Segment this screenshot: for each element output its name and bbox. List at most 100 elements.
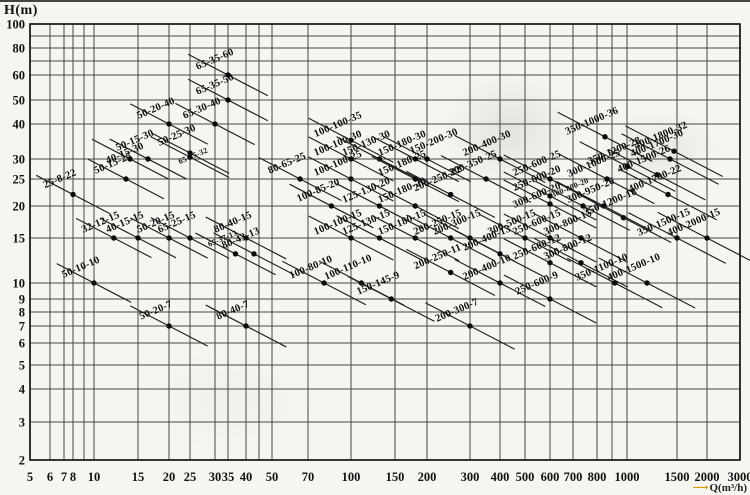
y-tick-label: 9 bbox=[19, 293, 25, 307]
pump-dot bbox=[376, 235, 383, 241]
x-tick-label: 25 bbox=[184, 470, 197, 484]
pump-dot bbox=[243, 235, 249, 241]
pump-dot bbox=[297, 176, 303, 182]
pump-label: 100-85-20 bbox=[295, 177, 341, 205]
plot-border bbox=[29, 23, 741, 461]
y-tick-label: 8 bbox=[19, 306, 25, 320]
pump-dot bbox=[348, 235, 354, 241]
x-tick-label: 700 bbox=[564, 470, 583, 484]
pump-dot bbox=[251, 251, 257, 257]
pump-dot bbox=[232, 251, 239, 257]
pump-dot bbox=[212, 121, 218, 127]
scan-edge-line bbox=[0, 0, 750, 2]
y-tick-label: 3 bbox=[19, 416, 25, 430]
y-tick-label: 50 bbox=[13, 94, 26, 108]
x-tick-label: 800 bbox=[588, 470, 607, 484]
pump-dot bbox=[225, 97, 231, 103]
pump-dot bbox=[447, 269, 454, 276]
x-tick-label: 600 bbox=[541, 470, 560, 484]
x-tick-label: 50 bbox=[266, 470, 279, 484]
pump-dot bbox=[321, 280, 327, 286]
pump-dot bbox=[674, 235, 680, 241]
pump-dot bbox=[644, 280, 650, 286]
pump-dot bbox=[376, 203, 383, 209]
pump-dot bbox=[187, 150, 193, 156]
pump-dot bbox=[135, 235, 141, 241]
y-axis-title: H(m) bbox=[4, 3, 38, 18]
pump-dot bbox=[145, 156, 151, 162]
pump-dot bbox=[348, 156, 354, 162]
y-tick-label: 25 bbox=[13, 173, 26, 187]
y-tick-label: 60 bbox=[13, 69, 26, 83]
pump-dot bbox=[654, 171, 660, 178]
x-tick-label: 15 bbox=[132, 470, 145, 484]
y-tick-label: 4 bbox=[19, 383, 26, 397]
x-tick-label: 5 bbox=[27, 470, 33, 484]
pump-dot bbox=[547, 193, 553, 199]
y-tick-label: 6 bbox=[19, 337, 25, 351]
x-tick-label: 10 bbox=[88, 470, 101, 484]
pump-dot bbox=[166, 235, 172, 241]
pump-dot bbox=[388, 296, 395, 302]
pump-dot bbox=[123, 176, 129, 182]
x-tick-label: 8 bbox=[70, 470, 76, 484]
pump-dot bbox=[111, 235, 117, 241]
y-tick-label: 30 bbox=[13, 153, 26, 167]
pump-dot bbox=[665, 191, 671, 198]
pump-dot bbox=[447, 235, 454, 241]
pump-dot bbox=[604, 176, 610, 182]
x-tick-label: 400 bbox=[491, 470, 510, 484]
pump-dot bbox=[376, 156, 383, 162]
pump-dot bbox=[348, 176, 354, 182]
pump-dot bbox=[127, 156, 133, 162]
x-tick-label: 500 bbox=[516, 470, 535, 484]
pump-dot bbox=[580, 203, 586, 209]
x-axis-title: ⟶Q(m³/h) bbox=[693, 481, 747, 494]
pump-dot bbox=[497, 280, 503, 286]
x-tick-label: 200 bbox=[418, 470, 437, 484]
pump-label: 250-600-9 bbox=[514, 270, 560, 298]
pump-dot bbox=[547, 235, 553, 241]
x-tick-label: 40 bbox=[240, 470, 253, 484]
y-tick-label: 80 bbox=[13, 42, 26, 56]
pump-dot bbox=[624, 163, 631, 170]
y-tick-label: 20 bbox=[13, 200, 26, 214]
pump-dot bbox=[667, 156, 673, 162]
pump-dot bbox=[547, 260, 553, 266]
pump-dot bbox=[578, 235, 584, 241]
x-tick-label: 300 bbox=[461, 470, 480, 484]
x-tick-label: 6 bbox=[47, 470, 53, 484]
x-tick-label: 7 bbox=[61, 470, 67, 484]
pump-dot bbox=[671, 148, 677, 154]
x-tick-label: 150 bbox=[386, 470, 405, 484]
pump-dot bbox=[348, 137, 354, 143]
pump-dot bbox=[225, 72, 231, 78]
pump-dot bbox=[483, 176, 489, 182]
pump-dot bbox=[602, 134, 608, 140]
pump-dot bbox=[187, 154, 193, 160]
x-tick-label: 1500 bbox=[665, 470, 690, 484]
x-tick-label: 70 bbox=[302, 470, 315, 484]
pump-dot bbox=[547, 296, 553, 302]
pump-dot bbox=[497, 156, 503, 162]
pump-dot bbox=[547, 201, 553, 207]
x-tick-label: 20 bbox=[163, 470, 176, 484]
y-tick-label: 15 bbox=[13, 232, 26, 246]
x-tick-label: 3000 bbox=[728, 470, 750, 484]
pump-dot bbox=[328, 203, 335, 209]
pump-dot bbox=[704, 235, 710, 241]
pump-label: 200-300-7 bbox=[434, 297, 480, 325]
x-tick-label: 100 bbox=[342, 470, 361, 484]
y-tick-label: 2 bbox=[19, 454, 25, 468]
pump-dot bbox=[467, 323, 473, 329]
pump-dot bbox=[166, 323, 172, 329]
pump-dot bbox=[547, 176, 553, 182]
pump-dot bbox=[412, 156, 418, 162]
pump-dot bbox=[620, 215, 627, 221]
pump-dot bbox=[412, 235, 418, 241]
y-tick-label: 40 bbox=[13, 118, 26, 132]
pump-dot bbox=[412, 176, 418, 182]
pump-dot bbox=[91, 280, 97, 286]
pump-dot bbox=[412, 203, 418, 209]
